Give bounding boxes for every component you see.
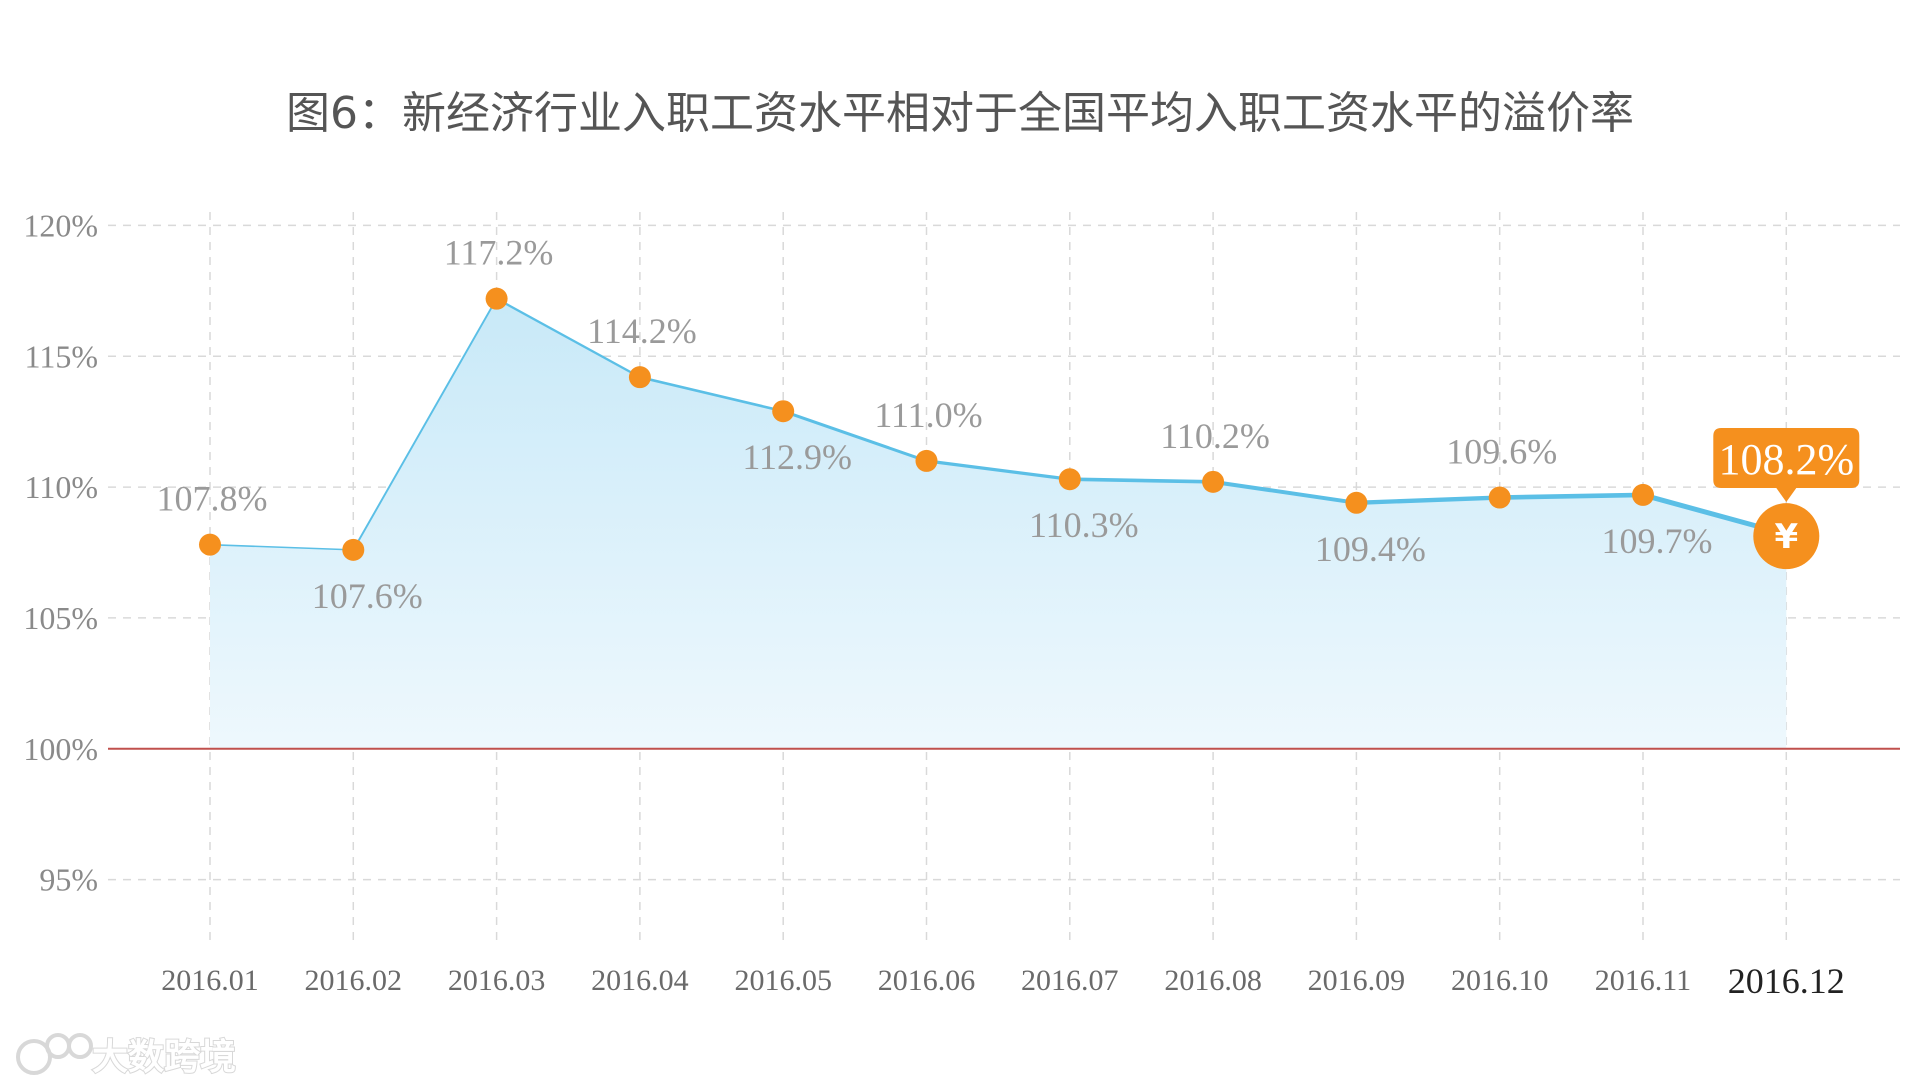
- chart-title: 图6：新经济行业入职工资水平相对于全国平均入职工资水平的溢价率: [286, 88, 1634, 139]
- data-point: [1202, 470, 1225, 493]
- series-line-segment: [209, 543, 355, 551]
- data-label: 111.0%: [874, 395, 982, 435]
- series-line-segment: [1497, 492, 1646, 500]
- data-point: [915, 449, 938, 472]
- x-axis-ticks: 2016.01 2016.02 2016.03 2016.04 2016.05 2016.…: [161, 961, 1845, 1001]
- watermark: 大数跨境: [16, 1033, 237, 1079]
- callout-box: [1713, 428, 1860, 502]
- series-line-segment: [1067, 477, 1215, 484]
- data-point: [1058, 468, 1081, 491]
- x-tick-label: 2016.04: [591, 964, 689, 997]
- y-tick-label: 105%: [23, 600, 98, 636]
- data-labels-layer: 107.8% 107.6% 117.2% 114.2% 112.9% 111.0% 110.…: [157, 233, 1713, 616]
- area-layer: [210, 298, 1787, 749]
- callout-label: 108.2%: [1718, 435, 1854, 484]
- series-line-segment: [1211, 479, 1359, 505]
- line-layer: [209, 297, 1789, 551]
- yen-icon-glyph: ¥: [1774, 517, 1798, 557]
- series-line-segment: [781, 409, 928, 463]
- y-tick-label: 115%: [25, 338, 98, 374]
- data-point: [199, 533, 221, 556]
- watermark-text: 大数跨境: [92, 1037, 236, 1078]
- data-label: 107.6%: [312, 576, 423, 616]
- y-tick-label: 110%: [25, 469, 98, 505]
- brand-logo-icon: [16, 1033, 93, 1075]
- series-line-segment: [1354, 495, 1502, 505]
- y-tick-label: 100%: [23, 731, 98, 767]
- data-point: [1345, 491, 1368, 514]
- x-tick-label: 2016.12: [1728, 961, 1845, 1001]
- data-label: 117.2%: [444, 233, 554, 273]
- x-tick-label: 2016.11: [1595, 964, 1691, 997]
- data-label: 109.7%: [1602, 521, 1713, 561]
- x-tick-label: 2016.10: [1451, 964, 1549, 997]
- yen-icon: [1753, 503, 1820, 570]
- x-tick-label: 2016.09: [1308, 964, 1406, 997]
- data-label: 107.8%: [157, 479, 268, 519]
- series-line-segment: [638, 375, 785, 413]
- data-point: [485, 287, 508, 310]
- data-label: 112.9%: [742, 437, 852, 477]
- x-tick-label: 2016.07: [1021, 964, 1119, 997]
- x-tick-label: 2016.03: [448, 964, 546, 997]
- y-tick-label: 95%: [39, 862, 98, 898]
- points-layer: [199, 287, 1654, 561]
- data-point: [1632, 483, 1654, 506]
- data-label: 109.4%: [1315, 529, 1426, 569]
- series-area: [210, 298, 1787, 749]
- data-label: 114.2%: [587, 311, 697, 351]
- series-line-segment: [352, 297, 498, 551]
- x-tick-label: 2016.05: [734, 964, 832, 997]
- last-value-callout: 108.2% ¥: [1713, 428, 1860, 570]
- x-tick-label: 2016.02: [305, 964, 403, 997]
- data-point: [1488, 486, 1511, 509]
- data-label: 109.6%: [1446, 432, 1557, 472]
- series-line-segment: [495, 297, 642, 379]
- y-axis-ticks: 95% 100% 105% 110% 115% 120%: [23, 207, 98, 897]
- data-label: 110.3%: [1029, 505, 1139, 545]
- y-tick-label: 120%: [23, 207, 98, 243]
- x-tick-label: 2016.08: [1164, 964, 1262, 997]
- x-tick-label: 2016.01: [161, 964, 259, 997]
- data-label: 110.2%: [1160, 416, 1270, 456]
- series-line-segment: [924, 459, 1072, 481]
- data-point: [772, 400, 795, 423]
- data-point: [342, 538, 365, 561]
- x-tick-label: 2016.06: [878, 964, 976, 997]
- data-point: [628, 366, 651, 389]
